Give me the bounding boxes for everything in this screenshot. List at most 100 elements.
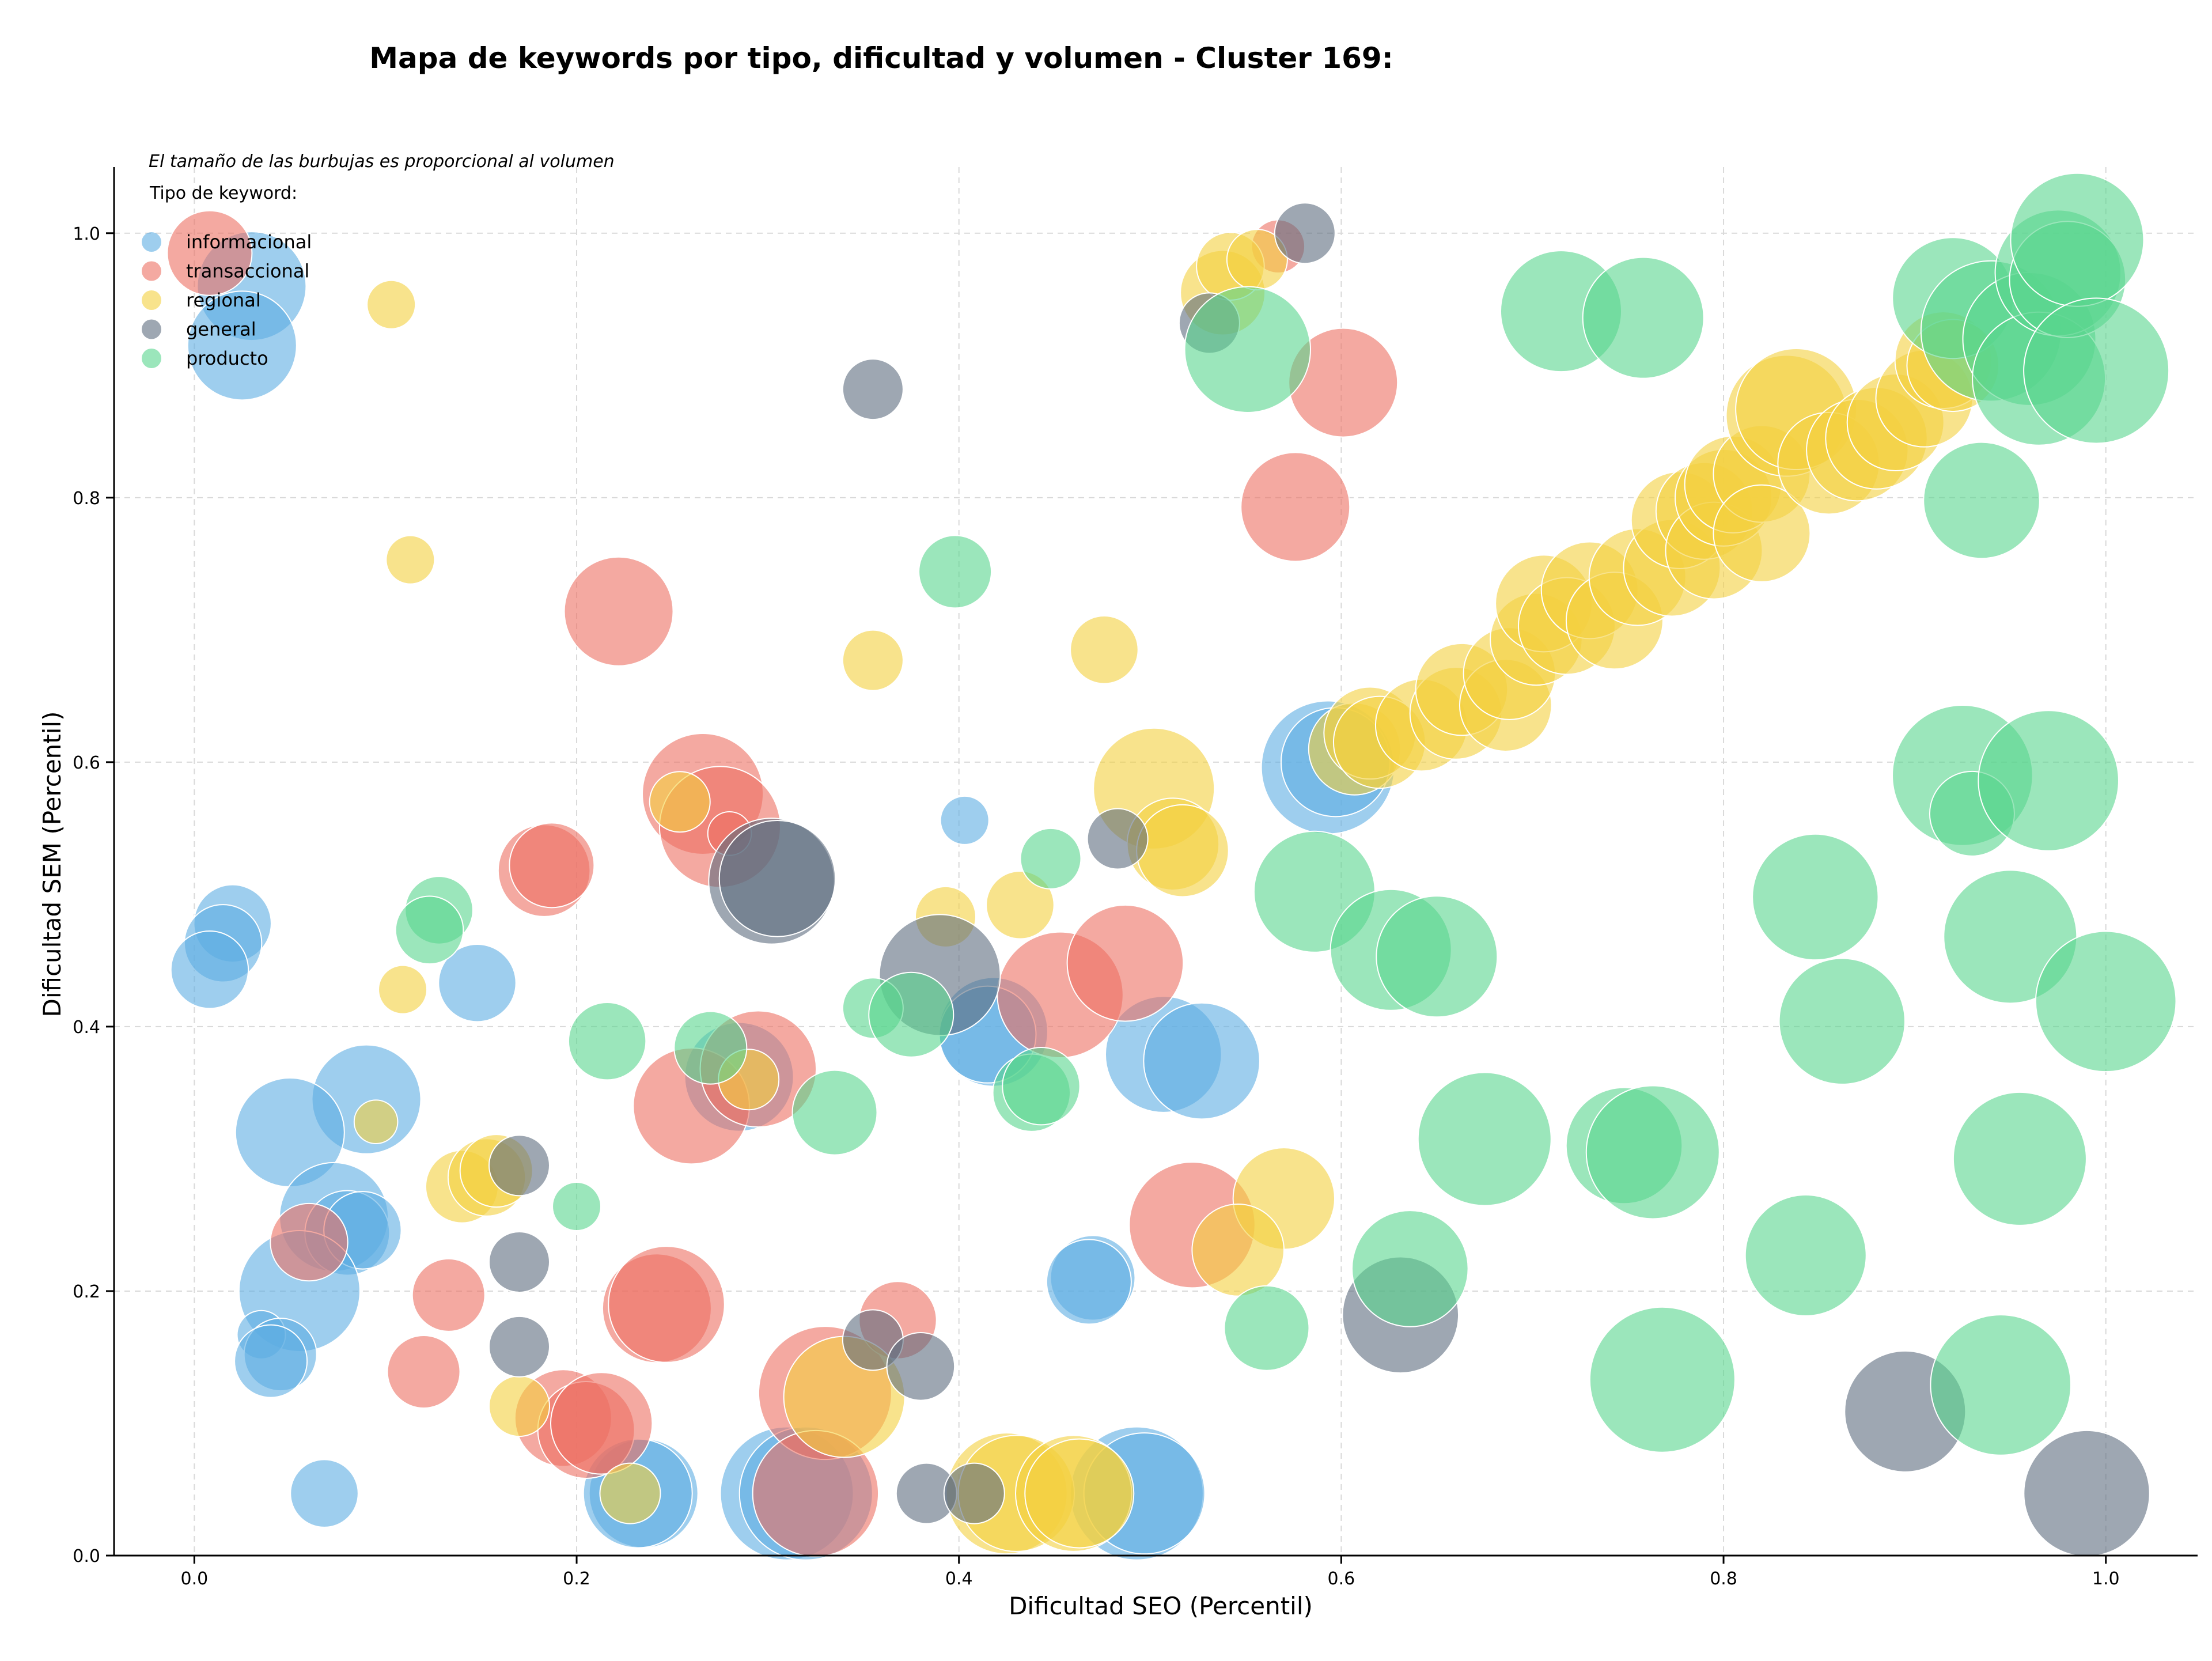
- y-axis-ticks: 0.0 0.2 0.4 0.6 0.8 1.0: [73, 224, 114, 1567]
- bubbles-layer: [166, 172, 2177, 1561]
- bubble-transaccional: [387, 1334, 461, 1409]
- bubble-regional: [1024, 1438, 1135, 1549]
- series-regional: [353, 229, 2000, 1555]
- bubble-regional: [986, 870, 1055, 940]
- legend-swatch: [142, 261, 161, 281]
- legend-label: producto: [186, 347, 268, 369]
- bubble-general: [718, 820, 836, 937]
- legend-swatch: [142, 232, 161, 252]
- bubble-producto: [1585, 1085, 1720, 1220]
- y-tick-label: 0.0: [73, 1546, 100, 1567]
- bubble-transaccional: [1240, 452, 1351, 562]
- x-axis-label: Dificultad SEO (Percentil): [1009, 1592, 1313, 1620]
- bubble-producto: [868, 971, 955, 1058]
- bubble-regional: [353, 1099, 399, 1144]
- y-tick-label: 0.6: [73, 753, 100, 773]
- bubble-producto: [1952, 1091, 2087, 1226]
- legend-item-transaccional: transaccional: [142, 260, 309, 282]
- bubble-transaccional: [166, 210, 253, 296]
- series-producto: [395, 172, 2177, 1456]
- bubble-informacional: [187, 290, 297, 401]
- legend-item-informacional: informacional: [142, 231, 312, 253]
- bubble-producto: [1978, 710, 2119, 852]
- bubble-informacional: [170, 930, 249, 1009]
- bubble-transaccional: [270, 1202, 349, 1282]
- legend-title: Tipo de keyword:: [149, 183, 297, 203]
- bubble-regional: [385, 535, 435, 585]
- legend-label: transaccional: [186, 260, 309, 282]
- x-axis-ticks: 0.0 0.2 0.4 0.6 0.8 1.0: [181, 1556, 2120, 1589]
- y-tick-label: 0.8: [73, 489, 100, 509]
- bubble-transaccional: [411, 1258, 486, 1332]
- bubble-informacional: [940, 795, 990, 845]
- legend-swatch: [142, 290, 161, 310]
- x-tick-label: 0.4: [945, 1569, 973, 1589]
- bubble-producto: [1582, 256, 1705, 379]
- y-axis-label: Dificultad SEM (Percentil): [38, 712, 66, 1017]
- bubble-producto: [567, 1001, 647, 1081]
- legend: informacional transaccional regional genera…: [142, 231, 312, 369]
- bubble-transaccional: [563, 556, 674, 667]
- bubble-regional: [599, 1462, 661, 1524]
- bubble-transaccional: [550, 1372, 653, 1475]
- bubble-regional: [1713, 484, 1811, 582]
- x-tick-label: 0.0: [181, 1569, 209, 1589]
- bubble-informacional: [1143, 1002, 1260, 1120]
- bubble-general: [1274, 202, 1336, 264]
- bubble-producto: [1002, 1046, 1081, 1126]
- bubble-general: [488, 1315, 550, 1378]
- bubble-producto: [2023, 297, 2170, 444]
- bubble-informacional: [438, 943, 517, 1023]
- bubble-general: [842, 358, 904, 421]
- bubble-producto: [1923, 441, 2040, 559]
- y-tick-label: 0.2: [73, 1282, 100, 1302]
- x-tick-label: 0.6: [1328, 1569, 1355, 1589]
- bubble-general: [1086, 808, 1149, 870]
- bubble-general: [886, 1331, 956, 1401]
- legend-item-producto: producto: [142, 347, 268, 369]
- legend-swatch: [142, 349, 161, 368]
- bubble-producto: [1778, 958, 1906, 1085]
- bubble-regional: [378, 964, 428, 1015]
- legend-label: informacional: [186, 231, 312, 253]
- bubble-general: [488, 1231, 550, 1293]
- bubble-producto: [2035, 930, 2177, 1073]
- bubble-informacional: [1046, 1239, 1132, 1325]
- bubble-regional: [649, 771, 711, 833]
- legend-label: regional: [186, 289, 261, 311]
- bubble-producto: [1224, 1285, 1310, 1371]
- y-tick-label: 0.4: [73, 1017, 100, 1038]
- x-tick-label: 1.0: [2092, 1569, 2120, 1589]
- bubble-transaccional: [509, 822, 595, 909]
- bubble-producto: [1417, 1072, 1552, 1206]
- bubble-producto: [1020, 827, 1082, 890]
- bubble-regional: [1070, 615, 1139, 684]
- bubble-producto: [1376, 895, 1498, 1018]
- bubble-producto: [1752, 833, 1879, 961]
- size-note: El tamaño de las burbujas es proporciona…: [149, 152, 615, 172]
- bubble-producto: [1351, 1210, 1469, 1327]
- legend-label: general: [186, 319, 256, 340]
- bubble-producto: [1184, 286, 1311, 413]
- bubble-producto: [1589, 1306, 1736, 1453]
- chart-title: Mapa de keywords por tipo, dificultad y …: [369, 41, 1393, 75]
- bubble-producto: [673, 1011, 748, 1085]
- y-tick-label: 1.0: [73, 224, 100, 244]
- bubble-general: [943, 1462, 1005, 1524]
- bubble-producto: [1744, 1194, 1867, 1316]
- bubble-transaccional: [608, 1246, 725, 1363]
- bubble-general: [488, 1134, 550, 1197]
- x-tick-label: 0.8: [1710, 1569, 1737, 1589]
- bubble-producto: [2010, 172, 2145, 307]
- bubble-regional: [1136, 804, 1229, 898]
- legend-item-general: general: [142, 319, 256, 340]
- bubble-producto: [1930, 1314, 2072, 1456]
- bubble-general: [2023, 1429, 2150, 1557]
- legend-swatch: [142, 319, 161, 339]
- axes: [113, 167, 2198, 1557]
- bubble-producto: [791, 1069, 878, 1156]
- bubble-regional: [1191, 1204, 1285, 1297]
- x-tick-label: 0.2: [563, 1569, 590, 1589]
- bubble-regional: [842, 629, 904, 691]
